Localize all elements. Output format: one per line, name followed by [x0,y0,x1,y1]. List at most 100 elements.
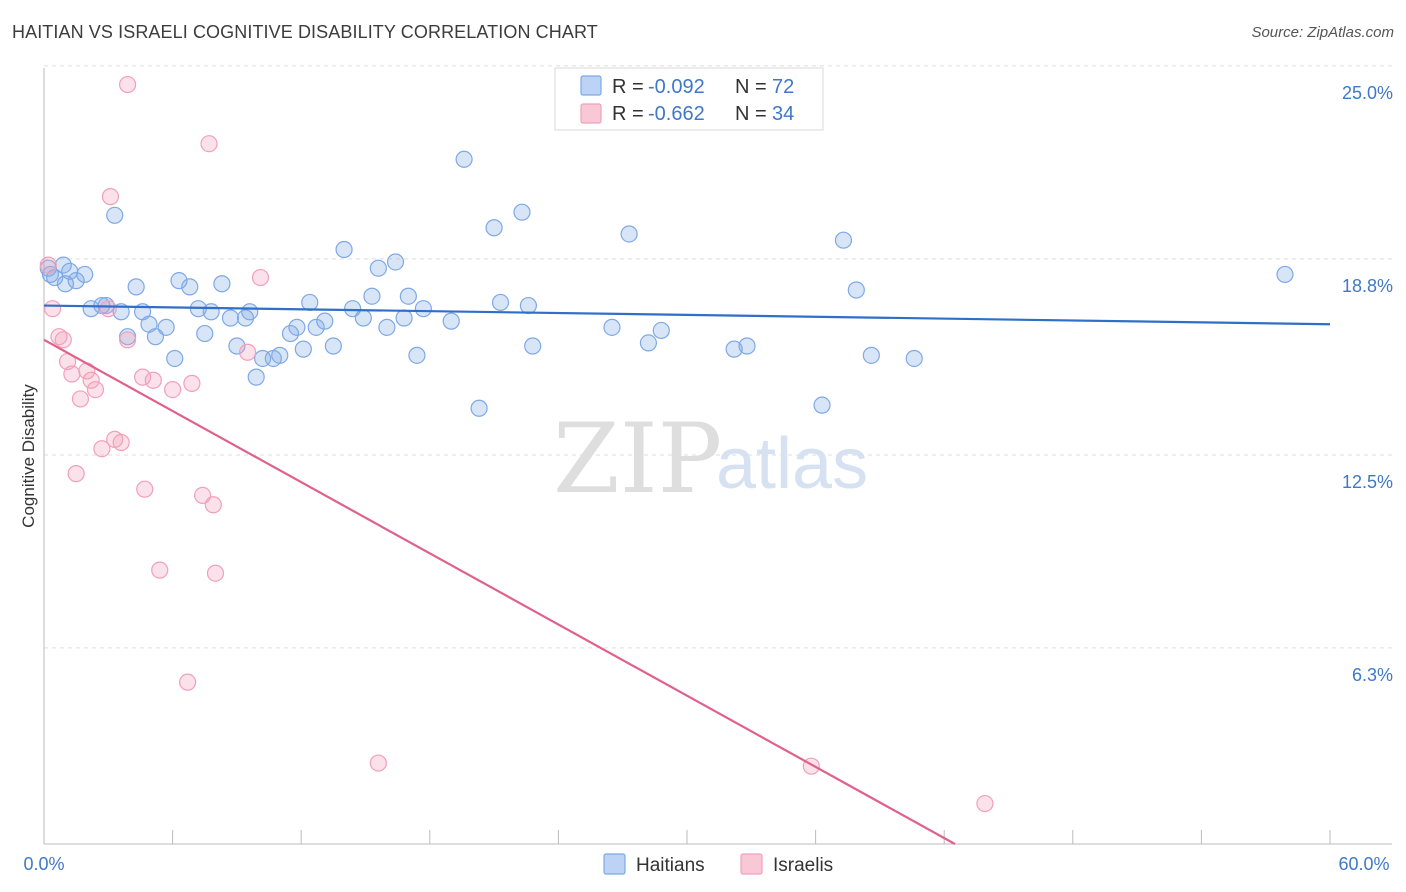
haitians-point [485,219,503,237]
israelis-point [179,673,197,691]
haitians-point [294,340,312,358]
israelis-point [71,390,90,408]
israelis-point [151,561,169,579]
bottom-legend-label-israelis: Israelis [773,855,833,876]
haitians-point [335,240,353,259]
haitians-point [127,278,145,296]
israelis-point [251,268,270,287]
haitians-point [399,287,417,305]
haitians-point [652,321,670,340]
haitians-point [307,318,325,336]
haitians-point [369,259,387,277]
x-axis-ticks [43,830,1331,844]
y-tick-label: 6.3% [1352,665,1393,685]
trend-lines [43,304,1331,845]
haitians-point [813,396,831,414]
haitians-point [301,293,319,312]
haitians-point [196,324,214,343]
israelis-point [63,365,81,383]
haitians-point [67,272,85,290]
legend-r-value-haitians: -0.092 [648,76,705,98]
israelis-point [200,135,218,153]
israelis-point [112,433,130,452]
israelis-point [93,440,111,458]
israelis-point [118,331,137,349]
legend-r-label-israelis: R = [612,103,644,125]
haitians-point [324,337,342,355]
y-tick-label: 12.5% [1342,472,1393,492]
haitians-point [862,346,880,364]
y-tick-labels: 6.3% 12.5% 18.8% 25.0% [1342,83,1393,685]
israelis-point [136,480,154,498]
haitians-point [395,309,413,327]
haitians-point [847,281,865,299]
israelis-point [43,300,62,318]
israelis-point [239,343,257,361]
source-credit: Source: ZipAtlas.com [1251,24,1394,41]
haitians-point [519,296,537,315]
haitians-point [725,340,743,358]
haitians-point [202,303,220,321]
haitians-point [470,399,488,417]
legend-n-label-haitians: N = [735,76,767,98]
israelis-point [976,794,994,813]
haitians-point [247,368,265,386]
watermark-atlas: atlas [716,424,868,504]
israelis-point [86,380,105,399]
haitians-point [378,318,396,336]
haitians-point [603,318,621,336]
haitians-point [386,253,405,271]
series-legend: Haitians Israelis [603,853,833,876]
haitians-point [1276,265,1294,284]
series-haitians-points [39,150,1294,417]
legend-n-label-israelis: N = [735,103,767,125]
correlation-legend: R = -0.092 N = 72 R = -0.662 N = 34 [554,67,824,131]
israelis-point [101,188,120,206]
bottom-legend-swatch-haitians [603,853,626,875]
israelis-point [369,754,387,772]
israelis-point [183,374,201,392]
israelis-point [133,368,152,386]
haitians-point [363,287,381,305]
israelis-point [99,300,117,318]
legend-n-value-israelis: 34 [772,103,794,125]
haitians-point [639,334,658,352]
bottom-legend-label-haitians: Haitians [636,855,705,876]
haitians-point [56,275,75,293]
israelis-point [39,256,57,274]
israelis-trend-line [43,338,956,845]
haitians-point [271,346,289,364]
legend-r-label-haitians: R = [612,76,644,98]
haitians-point [228,337,246,355]
haitians-point [524,337,542,355]
haitians-point [408,346,426,364]
y-tick-label: 25.0% [1342,83,1393,103]
israelis-point [206,564,225,582]
israelis-point [118,75,137,94]
haitians-point [455,150,473,168]
haitians-point [738,337,756,355]
x-tick-label-min: 0.0% [23,854,64,874]
legend-n-value-haitians: 72 [772,76,794,98]
israelis-point [54,331,72,349]
series-israelis-points [39,75,994,813]
haitians-point [76,265,94,284]
legend-swatch-israelis [580,103,602,124]
israelis-point [82,371,100,389]
legend-swatch-haitians [580,75,602,96]
haitians-point [213,275,231,293]
haitians-point [106,206,124,224]
chart-title: HAITIAN VS ISRAELI COGNITIVE DISABILITY … [12,22,598,42]
watermark-zip: ZIP [553,403,722,515]
haitians-point [170,272,188,290]
haitians-point [316,312,334,330]
legend-r-value-israelis: -0.662 [648,103,705,125]
israelis-point [67,465,85,483]
haitians-point [354,309,372,327]
israelis-point [204,496,222,514]
haitians-point [513,203,531,221]
y-axis-title: Cognitive Disability [19,384,38,528]
haitians-point [241,303,259,321]
haitians-point [288,318,306,336]
